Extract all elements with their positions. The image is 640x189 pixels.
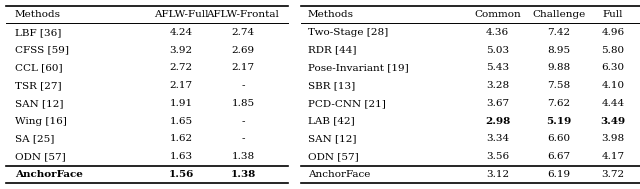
Text: AnchorFace: AnchorFace — [15, 170, 83, 179]
Text: RDR [44]: RDR [44] — [308, 46, 356, 55]
Text: 3.28: 3.28 — [486, 81, 509, 90]
Text: ODN [57]: ODN [57] — [308, 152, 358, 161]
Text: 3.67: 3.67 — [486, 99, 509, 108]
Text: 7.42: 7.42 — [547, 28, 570, 37]
Text: 3.92: 3.92 — [170, 46, 193, 55]
Text: SBR [13]: SBR [13] — [308, 81, 355, 90]
Text: 1.91: 1.91 — [170, 99, 193, 108]
Text: 3.56: 3.56 — [486, 152, 509, 161]
Text: 3.34: 3.34 — [486, 134, 509, 143]
Text: 1.56: 1.56 — [168, 170, 194, 179]
Text: 7.58: 7.58 — [547, 81, 570, 90]
Text: 1.85: 1.85 — [232, 99, 255, 108]
Text: 3.12: 3.12 — [486, 170, 509, 179]
Text: 6.67: 6.67 — [547, 152, 570, 161]
Text: 4.10: 4.10 — [602, 81, 625, 90]
Text: LBF [36]: LBF [36] — [15, 28, 61, 37]
Text: 1.38: 1.38 — [232, 152, 255, 161]
Text: 6.60: 6.60 — [547, 134, 570, 143]
Text: 2.17: 2.17 — [232, 63, 255, 72]
Text: Methods: Methods — [308, 10, 353, 19]
Text: Wing [16]: Wing [16] — [15, 117, 67, 126]
Text: CCL [60]: CCL [60] — [15, 63, 63, 72]
Text: TSR [27]: TSR [27] — [15, 81, 61, 90]
Text: 5.80: 5.80 — [602, 46, 625, 55]
Text: 4.36: 4.36 — [486, 28, 509, 37]
Text: AFLW-Full: AFLW-Full — [154, 10, 208, 19]
Text: 2.72: 2.72 — [170, 63, 193, 72]
Text: 3.98: 3.98 — [602, 134, 625, 143]
Text: 5.19: 5.19 — [546, 117, 572, 126]
Text: 4.96: 4.96 — [602, 28, 625, 37]
Text: 2.69: 2.69 — [232, 46, 255, 55]
Text: LAB [42]: LAB [42] — [308, 117, 355, 126]
Text: -: - — [241, 134, 244, 143]
Text: 5.03: 5.03 — [486, 46, 509, 55]
Text: 6.19: 6.19 — [547, 170, 570, 179]
Text: Full: Full — [603, 10, 623, 19]
Text: PCD-CNN [21]: PCD-CNN [21] — [308, 99, 385, 108]
Text: AFLW-Frontal: AFLW-Frontal — [207, 10, 280, 19]
Text: 1.63: 1.63 — [170, 152, 193, 161]
Text: 2.74: 2.74 — [232, 28, 255, 37]
Text: 2.17: 2.17 — [170, 81, 193, 90]
Text: Pose-Invariant [19]: Pose-Invariant [19] — [308, 63, 408, 72]
Text: Methods: Methods — [15, 10, 61, 19]
Text: SAN [12]: SAN [12] — [15, 99, 63, 108]
Text: 8.95: 8.95 — [547, 46, 570, 55]
Text: 4.44: 4.44 — [602, 99, 625, 108]
Text: 2.98: 2.98 — [485, 117, 510, 126]
Text: CFSS [59]: CFSS [59] — [15, 46, 69, 55]
Text: 5.43: 5.43 — [486, 63, 509, 72]
Text: Two-Stage [28]: Two-Stage [28] — [308, 28, 388, 37]
Text: AnchorFace: AnchorFace — [308, 170, 370, 179]
Text: Challenge: Challenge — [532, 10, 585, 19]
Text: 4.24: 4.24 — [170, 28, 193, 37]
Text: 6.30: 6.30 — [602, 63, 625, 72]
Text: 9.88: 9.88 — [547, 63, 570, 72]
Text: 3.72: 3.72 — [602, 170, 625, 179]
Text: 1.38: 1.38 — [230, 170, 255, 179]
Text: 7.62: 7.62 — [547, 99, 570, 108]
Text: 4.17: 4.17 — [602, 152, 625, 161]
Text: Common: Common — [474, 10, 521, 19]
Text: -: - — [241, 117, 244, 126]
Text: 1.62: 1.62 — [170, 134, 193, 143]
Text: ODN [57]: ODN [57] — [15, 152, 65, 161]
Text: 1.65: 1.65 — [170, 117, 193, 126]
Text: SA [25]: SA [25] — [15, 134, 54, 143]
Text: -: - — [241, 81, 244, 90]
Text: 3.49: 3.49 — [600, 117, 625, 126]
Text: SAN [12]: SAN [12] — [308, 134, 356, 143]
